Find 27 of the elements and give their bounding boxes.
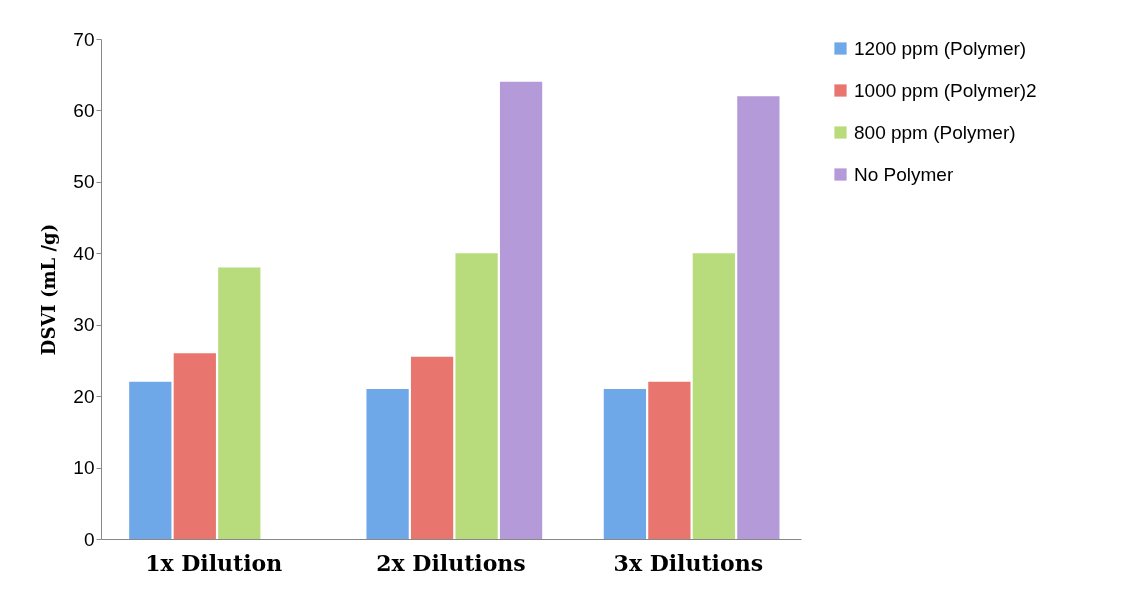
y-tick-label: 50 — [73, 171, 95, 193]
y-tick-label: 70 — [73, 28, 95, 50]
y-tick-label: 40 — [73, 242, 95, 264]
legend-label: 1000 ppm (Polymer)2 — [854, 79, 1037, 101]
legend-label: 800 ppm (Polymer) — [854, 121, 1016, 143]
bar — [218, 267, 261, 539]
bar — [410, 356, 454, 539]
bar — [648, 381, 691, 539]
bar — [366, 389, 409, 539]
bar — [129, 381, 172, 539]
bar — [603, 389, 647, 539]
x-tick-label: 2x Dilutions — [376, 549, 526, 576]
bar — [173, 353, 216, 539]
bar — [737, 96, 780, 539]
bar — [455, 253, 498, 539]
y-tick-label: 60 — [73, 99, 95, 121]
y-tick-label: 30 — [73, 314, 95, 336]
y-tick-label: 0 — [83, 528, 95, 550]
legend-label: No Polymer — [854, 163, 954, 185]
x-tick-label: 3x Dilutions — [613, 549, 764, 576]
bar — [692, 253, 735, 539]
bar — [499, 81, 543, 539]
y-tick-label: 10 — [73, 457, 95, 479]
x-tick-label: 1x Dilution — [145, 549, 283, 576]
y-axis-title: DSVI (mL /g) — [38, 223, 60, 356]
y-tick-label: 20 — [73, 385, 95, 407]
legend-label: 1200 ppm (Polymer) — [854, 37, 1027, 59]
